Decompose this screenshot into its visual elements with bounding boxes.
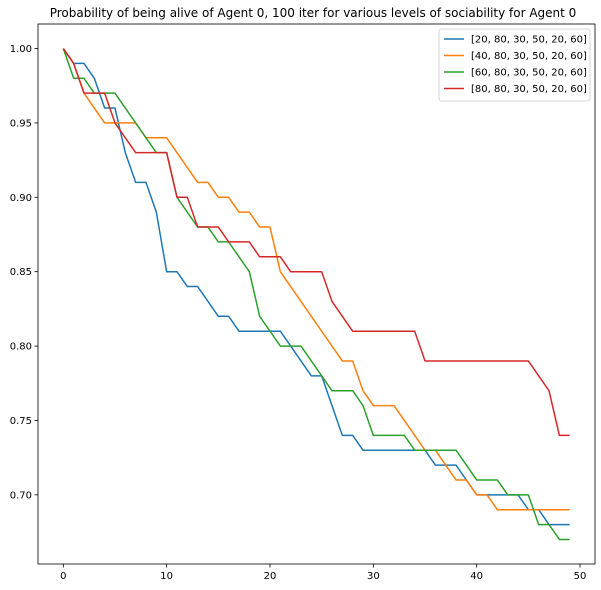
chart-title: Probability of being alive of Agent 0, 1… (50, 6, 577, 20)
series-line (62, 48, 570, 511)
y-tick-label: 0.90 (10, 193, 32, 204)
legend-box (438, 28, 591, 102)
series-line (62, 48, 570, 541)
x-tick-label: 20 (264, 571, 277, 582)
legend-label: [80, 80, 30, 50, 20, 60] (471, 84, 587, 95)
y-tick-label: 0.70 (10, 490, 32, 501)
plot-frame (37, 23, 596, 565)
series-line (62, 48, 570, 437)
y-axis: 0.70 0.75 0.80 0.85 0.90 0.95 1.00 (10, 44, 38, 501)
x-tick-label: 30 (367, 571, 380, 582)
legend-label: [20, 80, 30, 50, 20, 60] (471, 35, 587, 46)
y-tick-label: 0.95 (10, 118, 32, 129)
x-tick-label: 10 (160, 571, 173, 582)
y-tick-label: 0.75 (10, 416, 32, 427)
x-axis: 0 10 20 30 40 50 (60, 564, 586, 582)
x-tick-label: 40 (470, 571, 483, 582)
y-tick-label: 0.85 (10, 267, 32, 278)
y-tick-label: 0.80 (10, 342, 32, 353)
series-lines (62, 48, 570, 541)
legend-label: [60, 80, 30, 50, 20, 60] (471, 68, 587, 79)
legend: [20, 80, 30, 50, 20, 60] [40, 80, 30, 50,… (438, 28, 591, 102)
legend-label: [40, 80, 30, 50, 20, 60] (471, 51, 587, 62)
x-tick-label: 50 (574, 571, 587, 582)
y-tick-label: 1.00 (10, 44, 32, 55)
x-tick-label: 0 (60, 571, 66, 582)
plot-background (38, 24, 595, 564)
